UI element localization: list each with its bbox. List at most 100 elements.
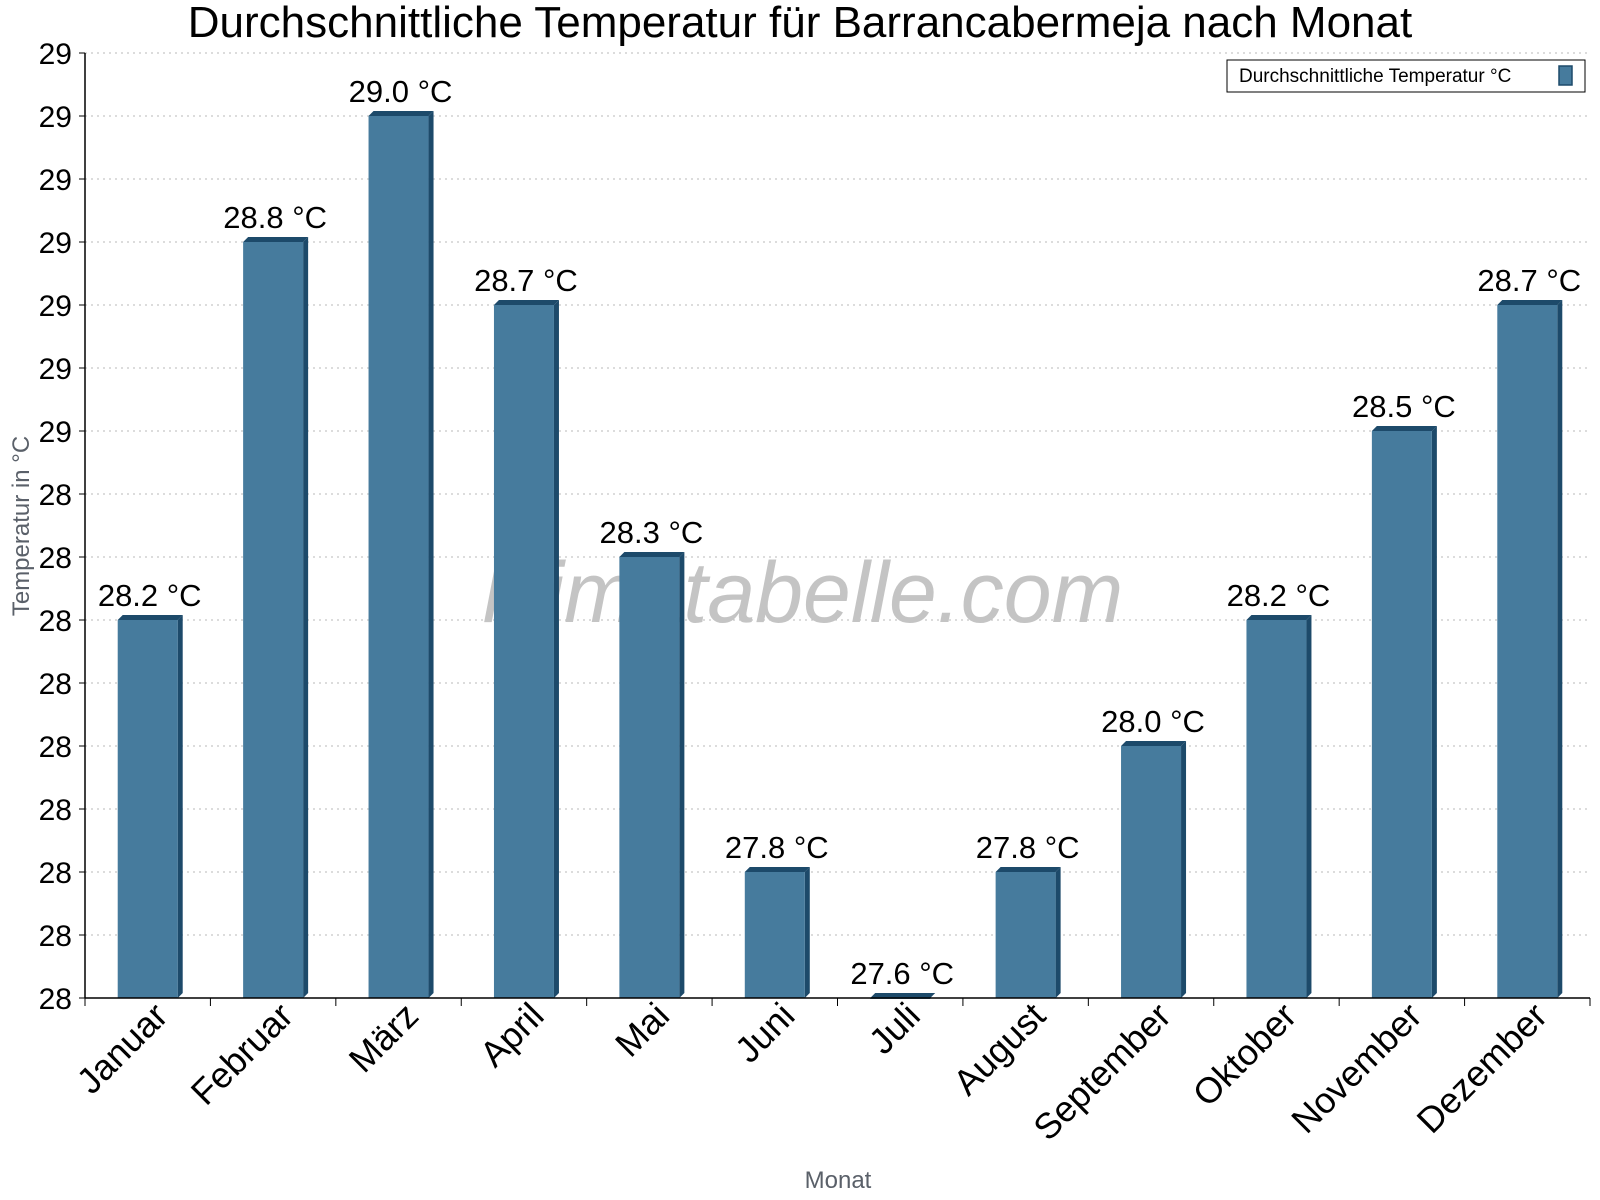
y-tick-label: 29 xyxy=(39,290,72,323)
y-tick-labels: 28 28 28 28 28 28 28 28 28 29 29 29 29 29 29 29 xyxy=(39,38,72,1016)
bar-3 xyxy=(368,111,434,998)
y-tick-label: 29 xyxy=(39,101,72,134)
x-tick-label: Oktober xyxy=(1185,995,1305,1115)
bar-side xyxy=(1181,741,1187,998)
bar-front xyxy=(368,116,429,998)
bar-front xyxy=(1246,620,1307,998)
x-tick-label: Februar xyxy=(183,995,301,1113)
bars xyxy=(117,111,1563,999)
y-tick-label: 28 xyxy=(39,794,72,827)
bar-top xyxy=(619,552,685,557)
x-axis-title: Monat xyxy=(805,1167,872,1194)
y-tick-label: 28 xyxy=(39,920,72,953)
y-tick-label: 29 xyxy=(39,227,72,260)
bar-front xyxy=(117,620,178,998)
bar-9 xyxy=(1121,741,1187,998)
bar-2 xyxy=(243,237,309,998)
bar-front xyxy=(1497,305,1558,998)
bar-top xyxy=(493,300,559,305)
grid-lines xyxy=(85,52,1590,936)
bar-front xyxy=(493,305,554,998)
bar-11 xyxy=(1371,426,1437,998)
bar-side xyxy=(679,552,685,998)
y-tick-label: 28 xyxy=(39,983,72,1016)
y-tick-label: 28 xyxy=(39,542,72,575)
y-axis-title: Temperatur in °C xyxy=(8,436,35,616)
bar-top xyxy=(1121,741,1187,746)
bar-side xyxy=(553,300,559,998)
x-tick-label: November xyxy=(1283,995,1429,1141)
x-tick-label: September xyxy=(1025,995,1179,1149)
bar-5 xyxy=(619,552,685,998)
y-tick-label: 28 xyxy=(39,857,72,890)
bar-top xyxy=(368,111,434,116)
y-tick-label: 28 xyxy=(39,731,72,764)
bar-10 xyxy=(1246,615,1312,998)
y-tick-label: 29 xyxy=(39,353,72,386)
bar-front xyxy=(1371,431,1432,998)
legend-box xyxy=(1226,59,1586,93)
x-tick-label: Juli xyxy=(861,995,928,1062)
x-tick-labels: Januar Februar März April Mai Juni Juli AugustS… xyxy=(69,995,1555,1149)
legend: Durchschnittliche Temperatur °C xyxy=(1226,59,1586,93)
bar-top xyxy=(1371,426,1437,431)
data-label: 27.6 °C xyxy=(850,956,954,991)
bar-side xyxy=(1306,615,1312,998)
watermark-text: klimatabelle.com xyxy=(483,545,1123,641)
data-label: 27.8 °C xyxy=(976,830,1080,865)
bar-1 xyxy=(117,615,183,998)
bar-4 xyxy=(493,300,559,998)
bar-top xyxy=(1246,615,1312,620)
bar-side xyxy=(177,615,183,998)
x-tick-label: Dezember xyxy=(1409,995,1555,1141)
bar-side xyxy=(1557,300,1563,998)
data-label: 29.0 °C xyxy=(349,74,453,109)
bar-side xyxy=(303,237,309,998)
data-label: 28.7 °C xyxy=(1477,263,1581,298)
bar-side xyxy=(1431,426,1437,998)
bar-top xyxy=(243,237,309,242)
bar-side xyxy=(428,111,434,998)
legend-label: Durchschnittliche Temperatur °C xyxy=(1239,66,1511,87)
bar-side xyxy=(1055,867,1061,998)
bar-6 xyxy=(744,867,810,998)
bar-12 xyxy=(1497,300,1563,998)
bar-front xyxy=(1121,746,1182,998)
y-tick-label: 29 xyxy=(39,164,72,197)
x-tick-label: März xyxy=(341,995,427,1081)
chart-title: Durchschnittliche Temperatur für Barranc… xyxy=(188,0,1412,47)
data-label: 28.3 °C xyxy=(600,515,704,550)
data-labels: 28.2 °C 28.8 °C 29.0 °C 28.7 °C 28.3 °C 27.8 … xyxy=(98,74,1581,991)
y-tick-label: 28 xyxy=(39,479,72,512)
data-label: 28.0 °C xyxy=(1101,704,1205,739)
data-label: 27.8 °C xyxy=(725,830,829,865)
data-label: 28.7 °C xyxy=(474,263,578,298)
x-tick-label: August xyxy=(945,995,1053,1103)
bar-top xyxy=(995,867,1061,872)
bar-top xyxy=(117,615,183,620)
axes xyxy=(79,52,1591,1006)
bar-top xyxy=(870,993,936,998)
x-tick-label: Januar xyxy=(69,995,176,1102)
x-tick-label: Juni xyxy=(727,995,803,1071)
y-tick-label: 29 xyxy=(39,416,72,449)
bar-front xyxy=(243,242,304,998)
bar-front xyxy=(995,872,1056,998)
y-tick-label: 28 xyxy=(39,668,72,701)
bar-8 xyxy=(995,867,1061,998)
data-label: 28.2 °C xyxy=(1227,578,1331,613)
bar-side xyxy=(804,867,810,998)
data-label: 28.8 °C xyxy=(223,200,327,235)
legend-swatch xyxy=(1558,65,1573,86)
x-tick-label: April xyxy=(472,995,552,1075)
x-tick-label: Mai xyxy=(607,995,677,1065)
data-label: 28.2 °C xyxy=(98,578,202,613)
y-tick-label: 29 xyxy=(39,38,72,71)
y-tick-label: 28 xyxy=(39,605,72,638)
data-label: 28.5 °C xyxy=(1352,389,1456,424)
bar-front xyxy=(744,872,805,998)
bar-front xyxy=(619,557,680,998)
bar-top xyxy=(744,867,810,872)
bar-top xyxy=(1497,300,1563,305)
